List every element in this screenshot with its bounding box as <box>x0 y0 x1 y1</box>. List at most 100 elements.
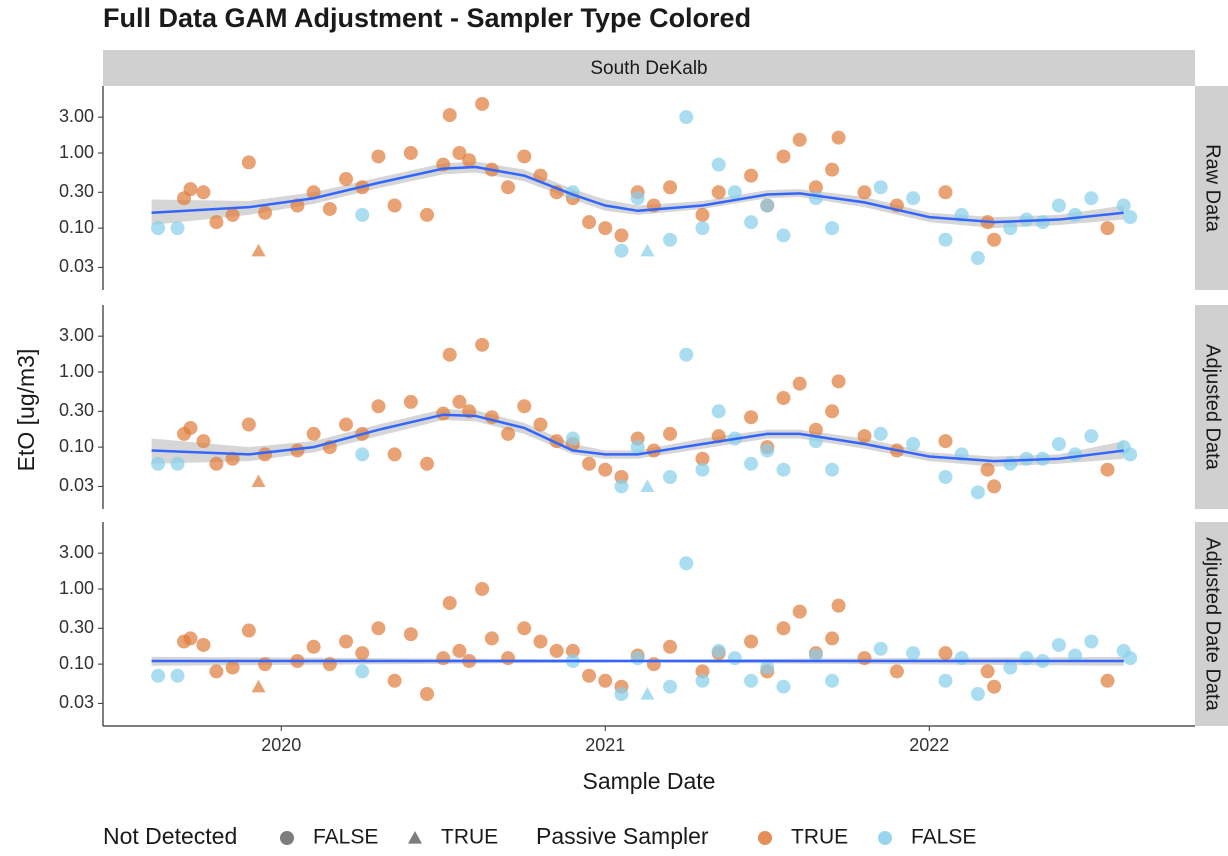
point <box>980 664 995 679</box>
point <box>371 399 386 414</box>
point <box>776 391 791 406</box>
point <box>258 657 273 672</box>
legend-marker <box>408 831 422 844</box>
point <box>565 643 580 658</box>
point <box>614 687 629 702</box>
panel-strip <box>1195 522 1228 726</box>
point <box>744 215 759 230</box>
point <box>614 243 629 258</box>
point <box>938 185 953 200</box>
point <box>442 347 457 362</box>
point <box>744 673 759 688</box>
point <box>387 447 402 462</box>
point <box>938 232 953 247</box>
point <box>475 582 490 597</box>
point <box>1084 634 1099 649</box>
point <box>1003 660 1018 675</box>
point <box>980 462 995 477</box>
point <box>452 394 467 409</box>
point <box>452 146 467 161</box>
point <box>355 447 370 462</box>
point <box>290 443 305 458</box>
point <box>744 456 759 471</box>
point <box>420 456 435 471</box>
point <box>873 641 888 656</box>
point <box>711 643 726 658</box>
point <box>760 660 775 675</box>
point <box>533 417 548 432</box>
point <box>549 643 564 658</box>
point <box>1084 429 1099 444</box>
point <box>938 470 953 485</box>
point <box>873 426 888 441</box>
legend-label: TRUE <box>791 826 848 849</box>
point <box>183 182 198 197</box>
x-tick-label: 2022 <box>909 735 949 755</box>
point <box>306 426 321 441</box>
point <box>501 651 516 666</box>
point <box>825 631 840 646</box>
point <box>711 429 726 444</box>
point <box>501 180 516 195</box>
panel-label: Adjusted Date Data <box>1202 537 1224 711</box>
point <box>355 207 370 222</box>
point <box>517 149 532 164</box>
facet-label: South DeKalb <box>590 58 707 79</box>
y-tick-label: 0.03 <box>59 256 94 276</box>
legend-title: Not Detected <box>103 823 237 849</box>
point <box>258 205 273 220</box>
point <box>744 168 759 183</box>
point <box>808 422 823 437</box>
point <box>679 556 694 571</box>
point <box>1123 447 1138 462</box>
point <box>355 664 370 679</box>
point <box>196 185 211 200</box>
point <box>970 485 985 500</box>
point <box>251 474 266 487</box>
point <box>339 417 354 432</box>
point <box>582 456 597 471</box>
point <box>889 664 904 679</box>
point <box>582 215 597 230</box>
point <box>209 215 224 230</box>
point <box>598 221 613 236</box>
point <box>151 221 166 236</box>
confidence-band <box>151 409 1124 467</box>
point <box>475 337 490 352</box>
y-tick-label: 0.03 <box>59 692 94 712</box>
point <box>792 604 807 619</box>
point <box>695 451 710 466</box>
point <box>387 198 402 213</box>
y-tick-label: 0.30 <box>59 400 94 420</box>
point <box>776 149 791 164</box>
facet-strip <box>103 50 1195 86</box>
point <box>630 651 645 666</box>
point <box>663 470 678 485</box>
point <box>640 479 655 492</box>
point <box>339 634 354 649</box>
point <box>196 434 211 449</box>
point <box>403 394 418 409</box>
point <box>420 207 435 222</box>
point <box>241 417 256 432</box>
point <box>1100 462 1115 477</box>
point <box>225 451 240 466</box>
point <box>906 191 921 206</box>
point <box>598 462 613 477</box>
y-tick-label: 1.00 <box>59 142 94 162</box>
point <box>517 621 532 636</box>
point <box>565 431 580 446</box>
point <box>1003 221 1018 236</box>
point <box>663 679 678 694</box>
point <box>251 243 266 257</box>
point <box>151 668 166 683</box>
point <box>225 207 240 222</box>
point <box>170 456 185 471</box>
point <box>825 673 840 688</box>
point <box>987 479 1002 494</box>
point <box>938 646 953 661</box>
point <box>151 456 166 471</box>
point <box>322 657 337 672</box>
point <box>857 651 872 666</box>
